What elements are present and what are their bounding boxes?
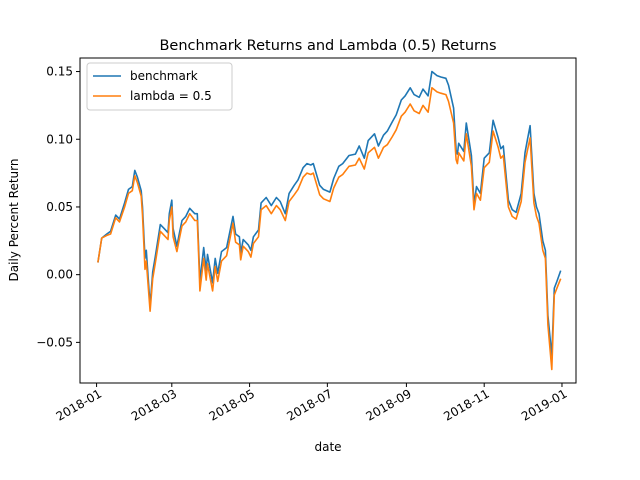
- legend-label: lambda = 0.5: [130, 89, 212, 103]
- y-axis-ticks: −0.05 0.00 0.05 0.10 0.15: [36, 65, 80, 349]
- legend-frame: [86, 62, 233, 111]
- plot-frame: [79, 57, 577, 384]
- x-tick-label: 2018-03: [129, 386, 179, 423]
- x-axis-label: date: [314, 440, 341, 454]
- legend-label: benchmark: [130, 69, 198, 83]
- x-tick-label: 2018-05: [207, 386, 257, 423]
- series-lines: [97, 70, 562, 371]
- x-tick-label: 2019-01: [519, 386, 569, 423]
- plot-area: [80, 58, 576, 383]
- y-tick-label: 0.05: [46, 200, 73, 214]
- y-tick-label: 0.10: [46, 132, 73, 146]
- x-tick-label: 2018-11: [441, 386, 491, 423]
- x-tick-label: 2018-09: [363, 386, 413, 423]
- x-tick-label: 2018-01: [54, 386, 104, 423]
- y-axis-label: Daily Percent Return: [7, 159, 21, 282]
- series-line-lambda: [97, 87, 562, 371]
- y-tick-label: −0.05: [36, 335, 73, 349]
- y-tick-label: 0.00: [46, 268, 73, 282]
- x-tick-label: 2018-07: [284, 386, 334, 423]
- chart-title: Benchmark Returns and Lambda (0.5) Retur…: [159, 38, 496, 54]
- x-axis-ticks: 2018-01 2018-03 2018-05 2018-07 2018-09 2018-…: [54, 383, 569, 424]
- y-tick-label: 0.15: [46, 65, 73, 79]
- legend: benchmark lambda = 0.5: [86, 62, 233, 111]
